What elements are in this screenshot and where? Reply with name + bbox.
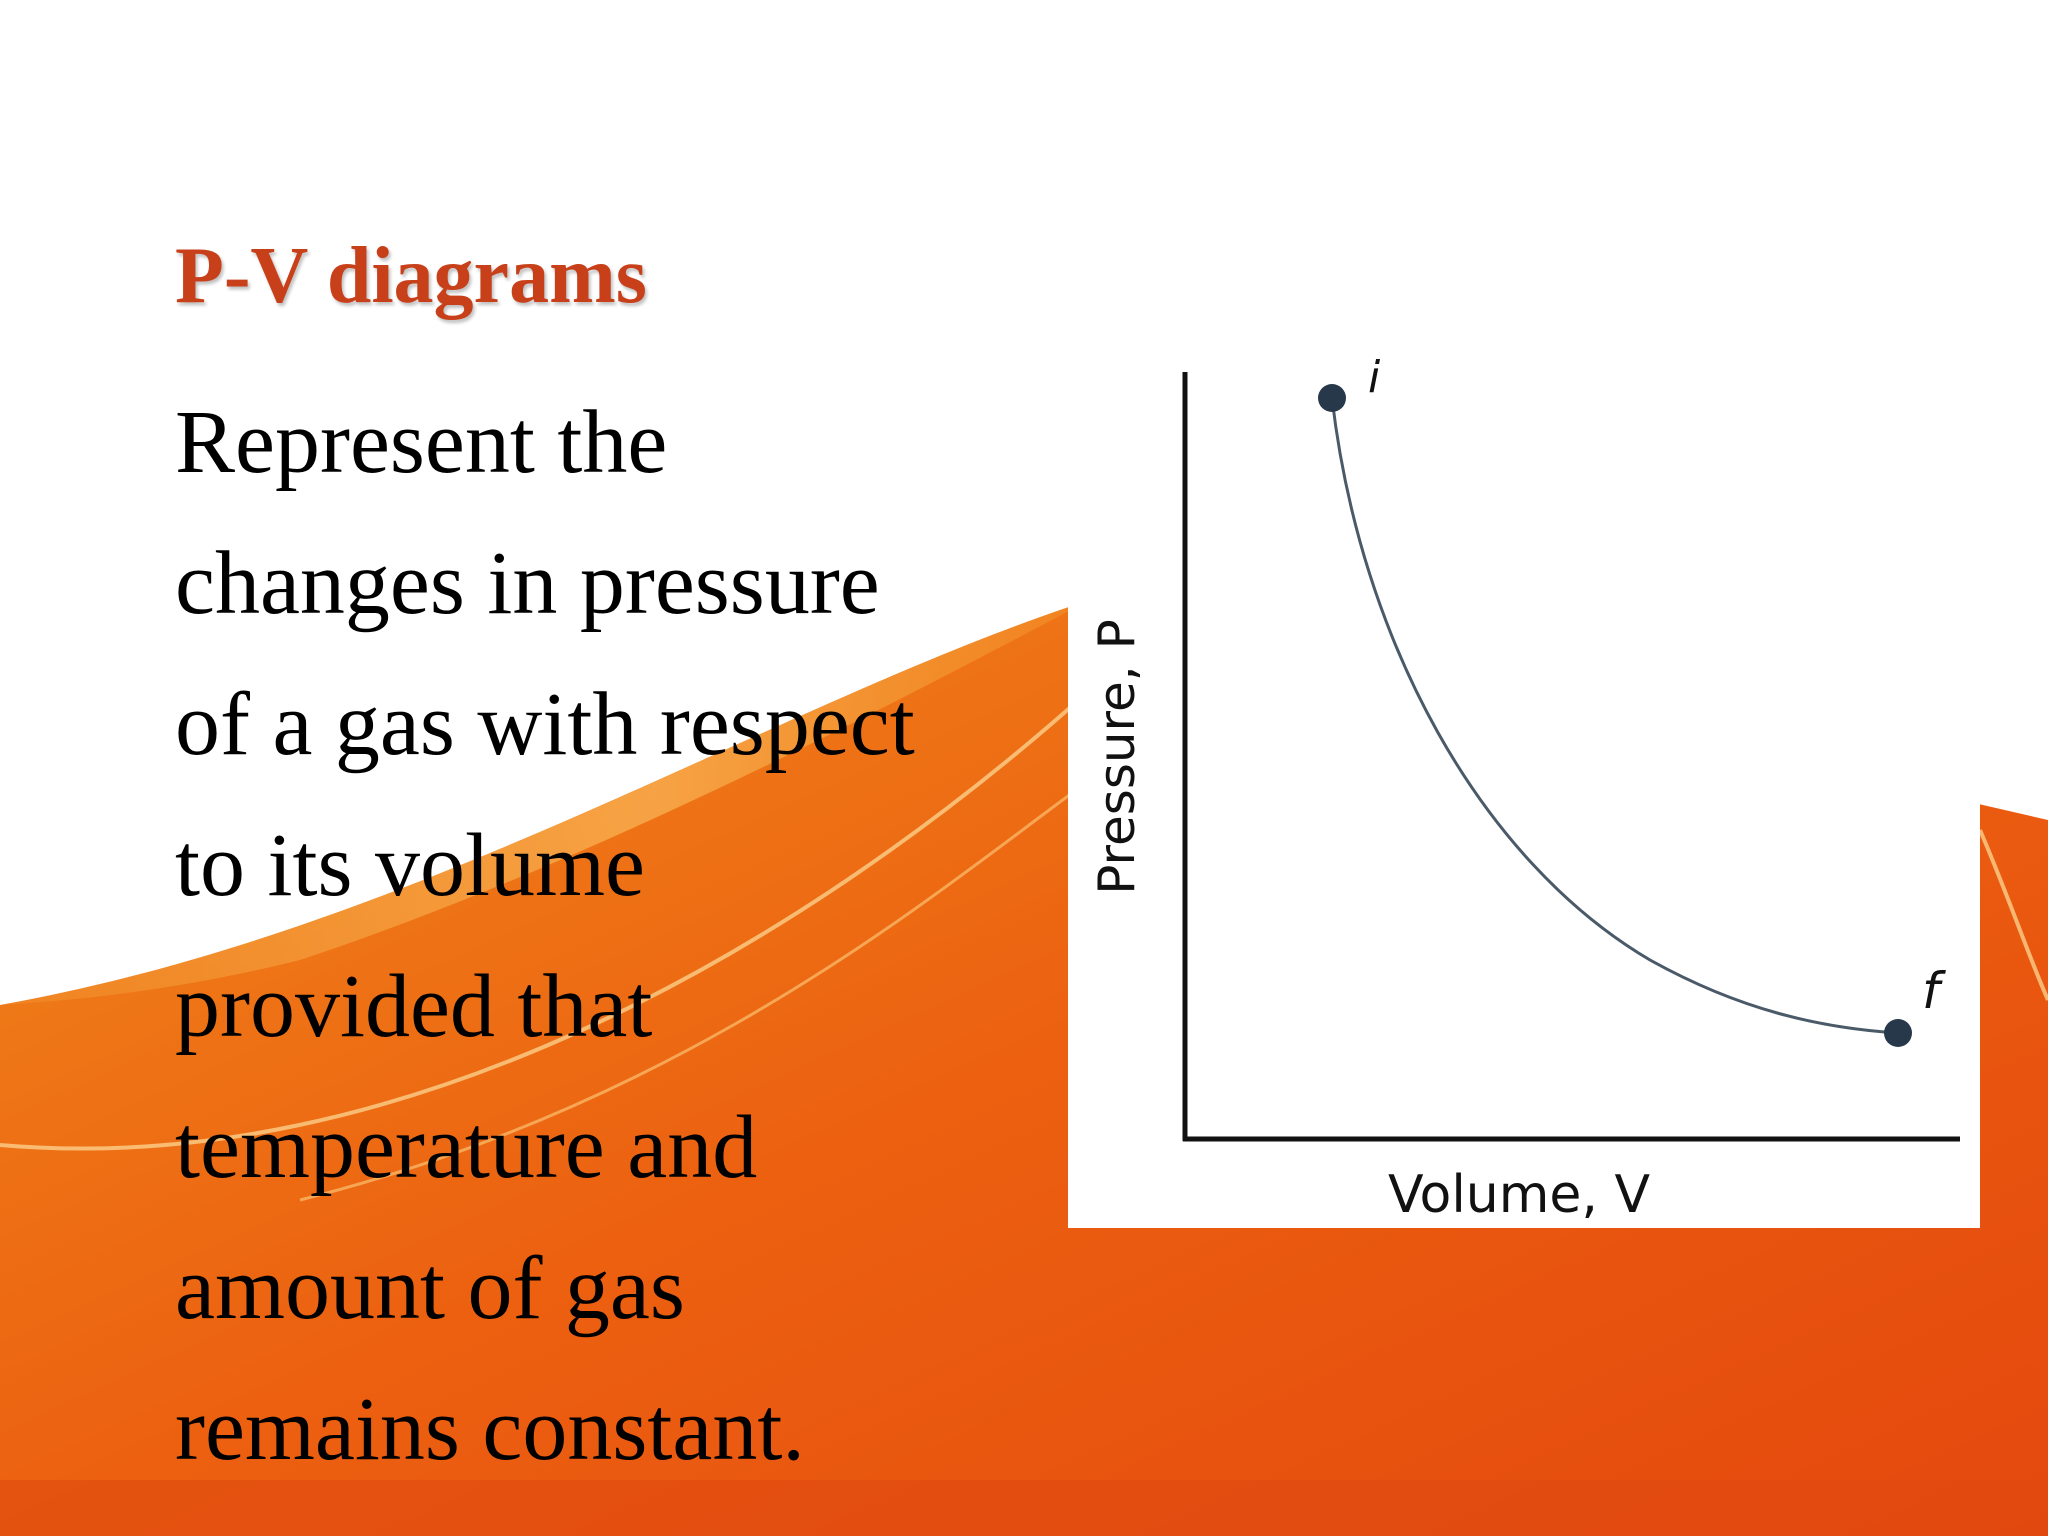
body-line: amount of gas — [175, 1239, 685, 1338]
body-line: Represent the — [175, 393, 668, 492]
isotherm-curve — [1330, 397, 1899, 1035]
body-line: of a gas with respect — [175, 675, 915, 774]
body-text: Represent the changes in pressure of a gas… — [175, 372, 915, 1500]
point-i — [1318, 384, 1346, 412]
body-line: temperature and — [175, 1098, 758, 1197]
y-axis-label: Pressure, P — [1088, 619, 1146, 894]
slide-title: P-V diagrams — [175, 232, 647, 320]
x-axis-label: Volume, V — [1388, 1165, 1650, 1225]
body-line: remains constant. — [175, 1380, 805, 1479]
body-line: provided that — [175, 957, 653, 1056]
body-line: changes in pressure — [175, 534, 880, 633]
diagram-background — [1068, 372, 1980, 1228]
point-f — [1884, 1019, 1912, 1047]
body-line: to its volume — [175, 816, 645, 915]
point-label: i — [1368, 352, 1381, 403]
